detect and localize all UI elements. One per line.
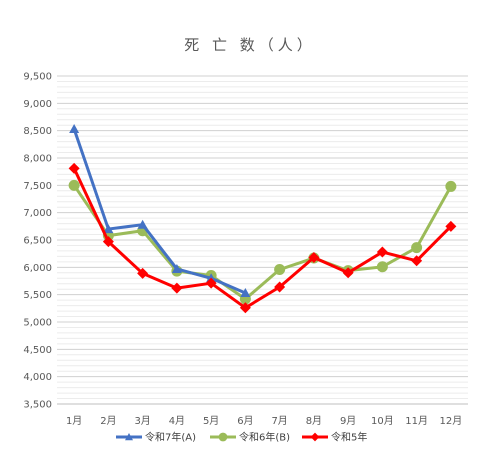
legend-marker xyxy=(218,432,228,442)
series-line xyxy=(72,128,246,295)
series-line xyxy=(72,184,453,301)
plot-series xyxy=(68,124,457,314)
series-line xyxy=(72,167,452,310)
data-point xyxy=(137,267,149,279)
data-point xyxy=(411,255,423,267)
x-tick-label: 9月 xyxy=(340,415,356,427)
grid xyxy=(57,75,468,405)
legend: 令和7年(A) 令和6年(B) 令和5年 xyxy=(116,431,367,444)
y-tick-label: 9,500 xyxy=(23,72,52,83)
data-point xyxy=(205,277,217,289)
y-tick-label: 4,000 xyxy=(23,372,52,383)
series-3 xyxy=(68,162,457,314)
x-tick-label: 12月 xyxy=(440,415,463,427)
data-point xyxy=(274,281,286,293)
y-tick-label: 8,500 xyxy=(23,126,52,137)
data-point xyxy=(376,261,388,273)
x-tick-label: 6月 xyxy=(237,415,253,427)
data-point xyxy=(411,242,423,254)
data-point xyxy=(376,246,388,258)
data-point xyxy=(68,162,80,174)
x-tick-label: 4月 xyxy=(169,415,185,427)
series-1 xyxy=(69,124,251,298)
y-tick-label: 6,000 xyxy=(23,263,52,274)
x-tick-label: 11月 xyxy=(405,415,428,427)
data-point xyxy=(68,179,80,191)
y-tick-label: 6,500 xyxy=(23,236,52,247)
y-tick-label: 7,000 xyxy=(23,208,52,219)
x-tick-label: 3月 xyxy=(134,415,150,427)
y-tick-label: 8,000 xyxy=(23,154,52,165)
x-tick-label: 10月 xyxy=(371,415,394,427)
y-tick-label: 7,500 xyxy=(23,181,52,192)
data-point xyxy=(308,251,320,263)
data-point xyxy=(240,288,251,298)
legend-label: 令和6年(B) xyxy=(239,431,290,444)
y-tick-label: 5,000 xyxy=(23,318,52,329)
x-tick-label: 7月 xyxy=(271,415,287,427)
data-point xyxy=(445,220,457,232)
data-point xyxy=(137,219,148,229)
data-point xyxy=(445,180,457,192)
y-axis: 3,500 4,000 4,500 5,000 5,500 6,000 6,500 7,000… xyxy=(23,72,52,411)
legend-item-1: 令和7年(A) xyxy=(116,431,196,444)
series-2 xyxy=(68,179,457,305)
data-point xyxy=(171,282,183,294)
data-point xyxy=(69,124,80,134)
legend-label: 令和5年 xyxy=(331,431,367,444)
y-tick-label: 5,500 xyxy=(23,290,52,301)
y-tick-label: 3,500 xyxy=(23,400,52,411)
data-point xyxy=(103,224,114,234)
x-tick-label: 5月 xyxy=(203,415,219,427)
data-point xyxy=(342,267,354,279)
data-point xyxy=(239,302,251,314)
chart-title: 死 亡 数（人） xyxy=(184,36,316,54)
legend-item-2: 令和6年(B) xyxy=(210,431,290,444)
legend-item-3: 令和5年 xyxy=(302,431,367,444)
x-tick-label: 8月 xyxy=(306,415,322,427)
data-point xyxy=(102,236,114,248)
y-tick-label: 9,000 xyxy=(23,99,52,110)
x-tick-label: 1月 xyxy=(66,415,82,427)
legend-marker xyxy=(125,433,133,441)
y-tick-label: 4,500 xyxy=(23,345,52,356)
data-point xyxy=(274,264,286,276)
legend-marker xyxy=(310,432,320,442)
x-tick-label: 2月 xyxy=(100,415,116,427)
data-point xyxy=(171,263,182,273)
x-axis: 1月 2月 3月 4月 5月 6月 7月 8月 9月 10月 11月 12月 xyxy=(66,415,462,427)
legend-label: 令和7年(A) xyxy=(145,431,196,444)
